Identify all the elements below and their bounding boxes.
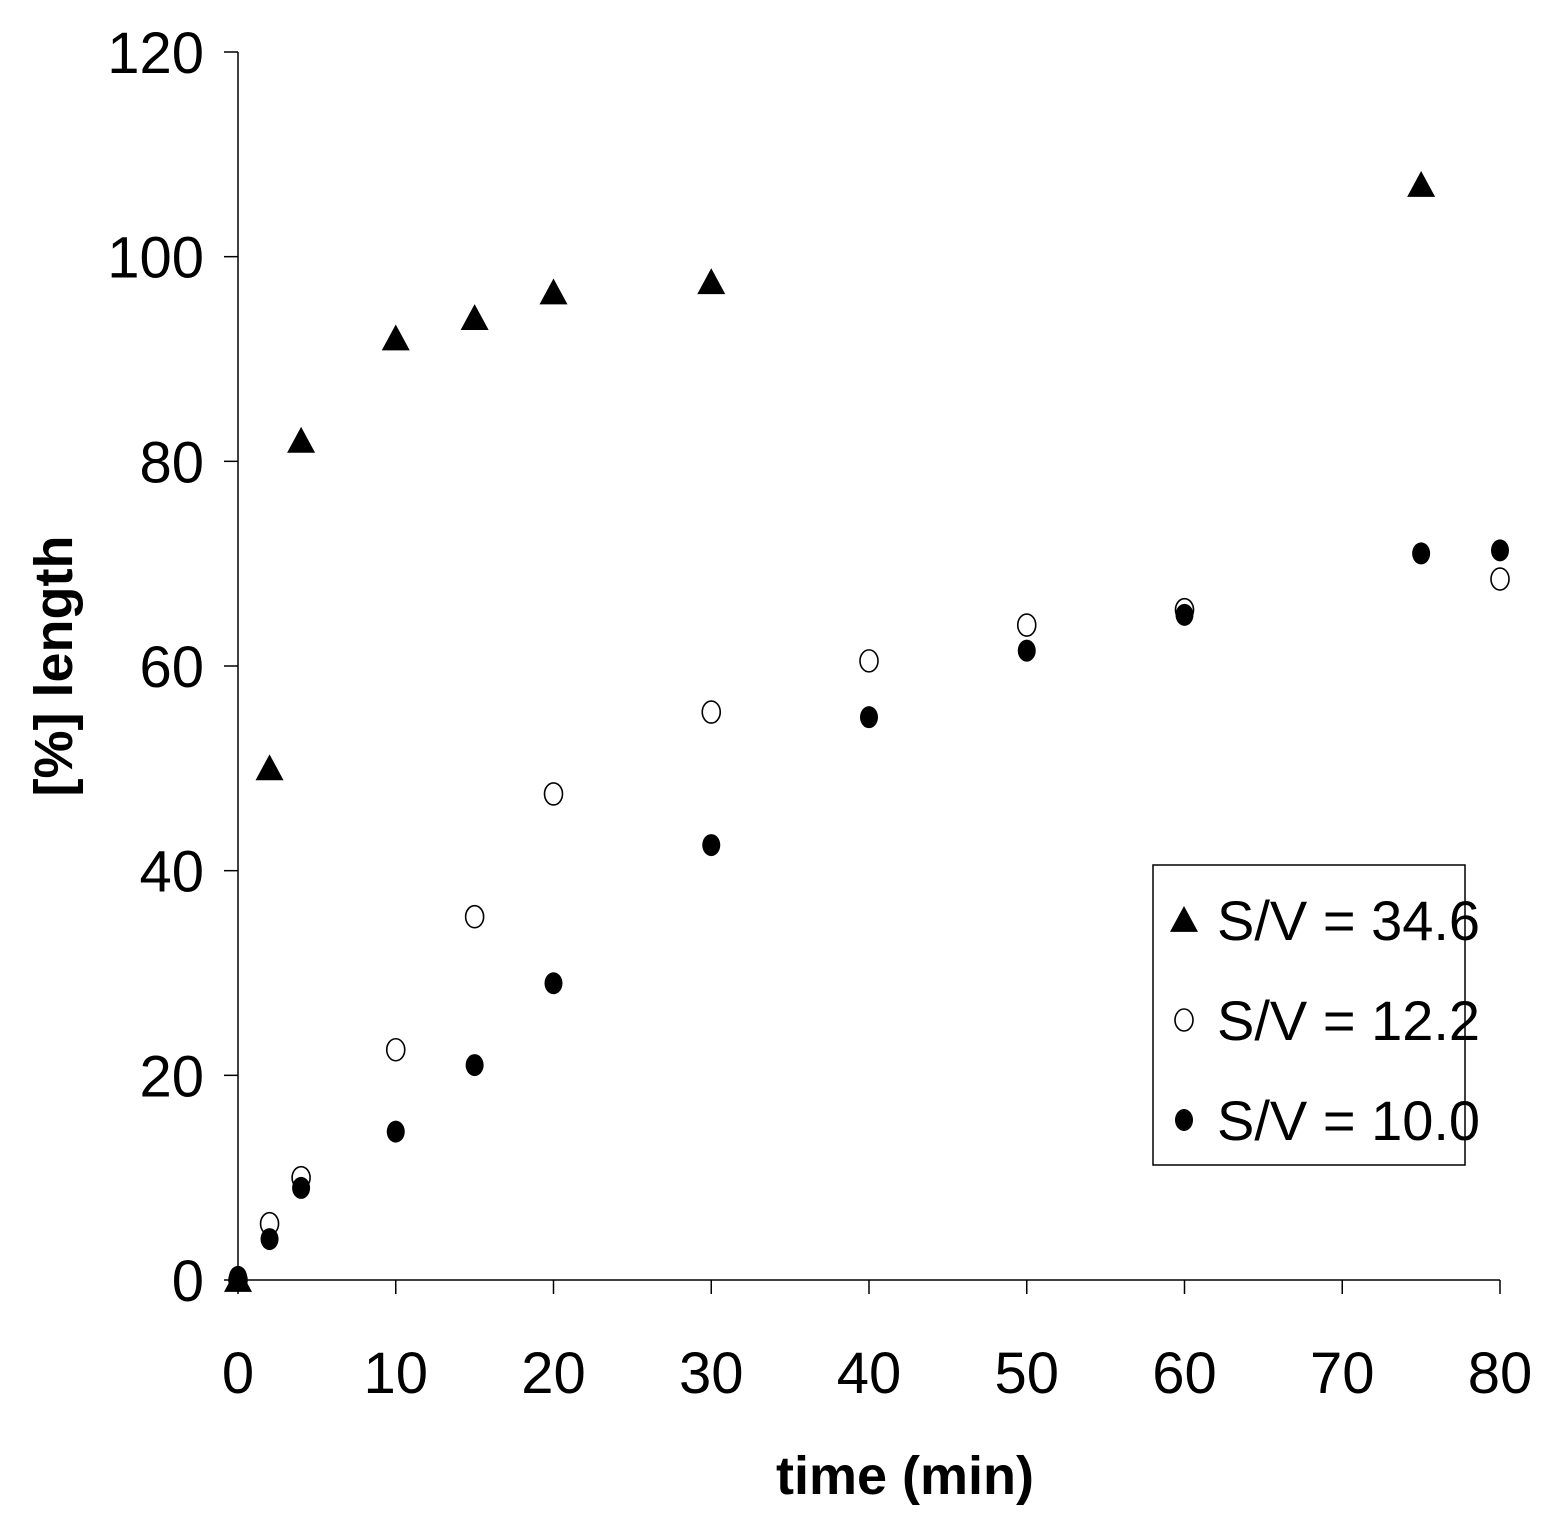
x-tick-label: 10 [363, 1341, 428, 1406]
x-tick-label: 0 [222, 1341, 254, 1406]
y-tick-label: 120 [107, 21, 204, 86]
data-point [701, 700, 722, 724]
data-point [260, 1228, 279, 1251]
data-point [224, 1266, 252, 1292]
data-point [1490, 567, 1510, 591]
x-tick-label: 60 [1152, 1341, 1217, 1406]
data-point [386, 1120, 405, 1143]
x-tick-label: 40 [837, 1341, 902, 1406]
series-circle-filled [229, 539, 1509, 1288]
x-tick-label: 50 [994, 1341, 1059, 1406]
y-tick-label: 60 [139, 635, 204, 700]
x-tick-label: 30 [679, 1341, 744, 1406]
data-point [255, 754, 284, 781]
data-point [465, 1054, 484, 1077]
data-marks [224, 171, 1510, 1292]
data-point [1491, 539, 1509, 562]
data-point [539, 278, 568, 305]
data-point [543, 782, 564, 806]
legend-marker [1170, 906, 1198, 932]
y-tick-label: 20 [139, 1044, 204, 1109]
data-point [292, 1176, 311, 1199]
data-point [1407, 171, 1436, 197]
legend-label: S/V = 34.6 [1217, 889, 1480, 952]
y-tick-label: 0 [172, 1249, 204, 1314]
legend-marker [1174, 1008, 1194, 1032]
data-point [697, 268, 726, 295]
y-tick-label: 40 [139, 840, 204, 905]
data-point [544, 972, 563, 995]
legend-label: S/V = 12.2 [1217, 989, 1480, 1052]
data-point [460, 304, 489, 330]
data-point [1017, 639, 1036, 662]
legend-marker [1175, 1109, 1193, 1131]
data-point [1175, 603, 1194, 626]
data-point [1412, 542, 1431, 565]
x-tick-label: 70 [1310, 1341, 1375, 1406]
data-point [464, 904, 485, 929]
y-tick-label: 80 [139, 430, 204, 495]
x-tick-label: 80 [1468, 1341, 1533, 1406]
data-point [287, 426, 316, 453]
data-point [381, 324, 410, 351]
series-triangle-filled [224, 171, 1436, 1292]
data-point [702, 834, 721, 857]
data-point [1016, 613, 1037, 637]
data-point [860, 706, 878, 729]
legend-box [1152, 864, 1466, 1166]
data-point [859, 649, 879, 673]
legend-label: S/V = 10.0 [1217, 1089, 1480, 1152]
series-circle-open [228, 567, 1510, 1292]
y-axis-title: [%] length [24, 536, 84, 797]
x-axis-title: time (min) [776, 1446, 1034, 1506]
data-point [385, 1037, 406, 1062]
y-tick-label: 100 [107, 226, 204, 291]
axes: 0 20 40 60 80 100 120 0 10 20 30 40 50 60 70 80 [107, 21, 1532, 1406]
x-tick-label: 20 [521, 1341, 586, 1406]
legend: S/V = 34.6 S/V = 12.2 S/V = 10.0 [1152, 864, 1480, 1166]
